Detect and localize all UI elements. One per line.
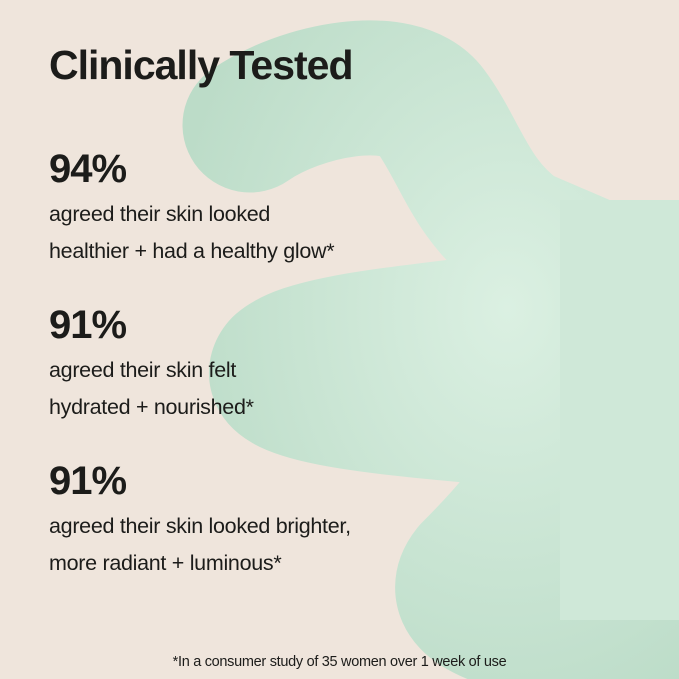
- stat-description: agreed their skin looked brighter, more r…: [49, 508, 351, 582]
- page-title: Clinically Tested: [49, 42, 354, 88]
- stat-description: agreed their skin felt hydrated + nourish…: [49, 352, 254, 426]
- stat-value: 91%: [49, 303, 127, 347]
- stat-description: agreed their skin looked healthier + had …: [49, 196, 335, 270]
- stat-line: more radiant + luminous*: [49, 551, 282, 575]
- stat-line: healthier + had a healthy glow*: [49, 239, 335, 263]
- stat-value: 94%: [49, 147, 127, 191]
- stat-line: agreed their skin looked: [49, 202, 271, 226]
- stat-value: 91%: [49, 459, 127, 503]
- stat-line: hydrated + nourished*: [49, 395, 254, 419]
- stat-line: agreed their skin looked brighter,: [49, 514, 351, 538]
- stat-line: agreed their skin felt: [49, 358, 237, 382]
- footnote: *In a consumer study of 35 women over 1 …: [172, 654, 507, 670]
